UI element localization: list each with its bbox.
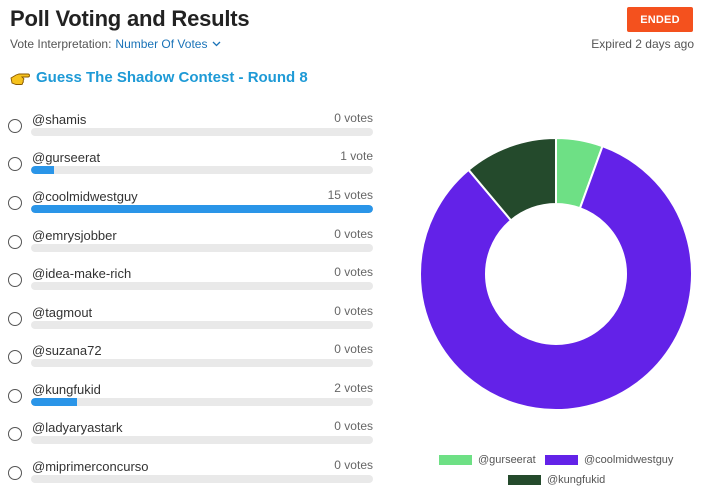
option-name: @coolmidwestguy: [32, 189, 138, 204]
option-progress-fill: [31, 166, 54, 174]
legend-label: @kungfukid: [547, 474, 606, 486]
option-name: @idea-make-rich: [32, 266, 132, 281]
poll-option[interactable]: @coolmidwestguy 15 votes: [8, 188, 374, 221]
chevron-down-icon: [212, 41, 221, 47]
option-name: @kungfukid: [32, 382, 101, 397]
option-name: @tagmout: [32, 305, 93, 320]
option-radio[interactable]: [8, 389, 22, 403]
ended-status-button[interactable]: ENDED: [627, 7, 693, 32]
option-radio[interactable]: [8, 466, 22, 480]
option-name: @miprimerconcurso: [32, 459, 149, 474]
option-vote-count: 0 votes: [334, 111, 373, 125]
option-radio[interactable]: [8, 119, 22, 133]
poll-option[interactable]: @emrysjobber 0 votes: [8, 227, 374, 260]
vote-interpretation-dropdown[interactable]: Number Of Votes: [115, 37, 221, 51]
donut-slice[interactable]: [419, 144, 693, 411]
legend-swatch: [439, 455, 472, 465]
option-progress-bar: [31, 282, 373, 290]
option-progress-bar: [31, 475, 373, 483]
option-radio[interactable]: [8, 427, 22, 441]
option-vote-count: 1 vote: [340, 149, 373, 163]
poll-option[interactable]: @shamis 0 votes: [8, 111, 374, 144]
option-vote-count: 0 votes: [334, 419, 373, 433]
legend-label: @coolmidwestguy: [584, 454, 674, 466]
poll-option[interactable]: @kungfukid 2 votes: [8, 381, 374, 414]
poll-option[interactable]: @idea-make-rich 0 votes: [8, 265, 374, 298]
vote-interpretation-label: Vote Interpretation:: [10, 37, 112, 51]
option-vote-count: 15 votes: [327, 188, 373, 202]
page-title: Poll Voting and Results: [10, 6, 250, 31]
poll-option[interactable]: @suzana72 0 votes: [8, 342, 374, 375]
vote-interpretation: Vote Interpretation: Number Of Votes: [10, 37, 221, 51]
option-progress-bar: [31, 398, 373, 406]
option-radio[interactable]: [8, 157, 22, 171]
option-progress-bar: [31, 205, 373, 213]
poll-option[interactable]: @gurseerat 1 vote: [8, 149, 374, 182]
option-progress-bar: [31, 166, 373, 174]
poll-title: Guess The Shadow Contest - Round 8: [36, 69, 308, 86]
legend-swatch: [545, 455, 578, 465]
poll-option[interactable]: @miprimerconcurso 0 votes: [8, 458, 374, 491]
option-name: @shamis: [32, 112, 87, 127]
option-radio[interactable]: [8, 273, 22, 287]
poll-option[interactable]: @ladyaryastark 0 votes: [8, 419, 374, 452]
option-name: @gurseerat: [32, 150, 101, 165]
legend-item[interactable]: @gurseerat: [439, 454, 536, 466]
option-vote-count: 0 votes: [334, 458, 373, 472]
option-progress-bar: [31, 244, 373, 252]
option-radio[interactable]: [8, 312, 22, 326]
option-vote-count: 0 votes: [334, 227, 373, 241]
donut-slice[interactable]: [467, 136, 557, 222]
legend-label: @gurseerat: [478, 454, 536, 466]
option-radio[interactable]: [8, 196, 22, 210]
option-progress-bar: [31, 359, 373, 367]
option-progress-bar: [31, 436, 373, 444]
option-progress-fill: [31, 398, 77, 406]
expired-text: Expired 2 days ago: [591, 37, 694, 51]
legend-item[interactable]: @coolmidwestguy: [545, 454, 673, 466]
poll-title-row: Guess The Shadow Contest - Round 8: [10, 69, 308, 86]
option-vote-count: 0 votes: [334, 304, 373, 318]
legend-swatch: [508, 475, 541, 485]
option-progress-fill: [31, 205, 373, 213]
option-radio[interactable]: [8, 350, 22, 364]
option-name: @suzana72: [32, 343, 102, 358]
vote-interpretation-value: Number Of Votes: [115, 37, 208, 51]
option-progress-bar: [31, 321, 373, 329]
option-vote-count: 0 votes: [334, 342, 373, 356]
option-progress-bar: [31, 128, 373, 136]
option-vote-count: 0 votes: [334, 265, 373, 279]
legend-item[interactable]: @kungfukid: [508, 474, 605, 486]
option-vote-count: 2 votes: [334, 381, 373, 395]
poll-option[interactable]: @tagmout 0 votes: [8, 304, 374, 337]
option-radio[interactable]: [8, 235, 22, 249]
pointing-hand-icon: [10, 73, 30, 85]
option-name: @emrysjobber: [32, 228, 117, 243]
option-name: @ladyaryastark: [32, 420, 123, 435]
